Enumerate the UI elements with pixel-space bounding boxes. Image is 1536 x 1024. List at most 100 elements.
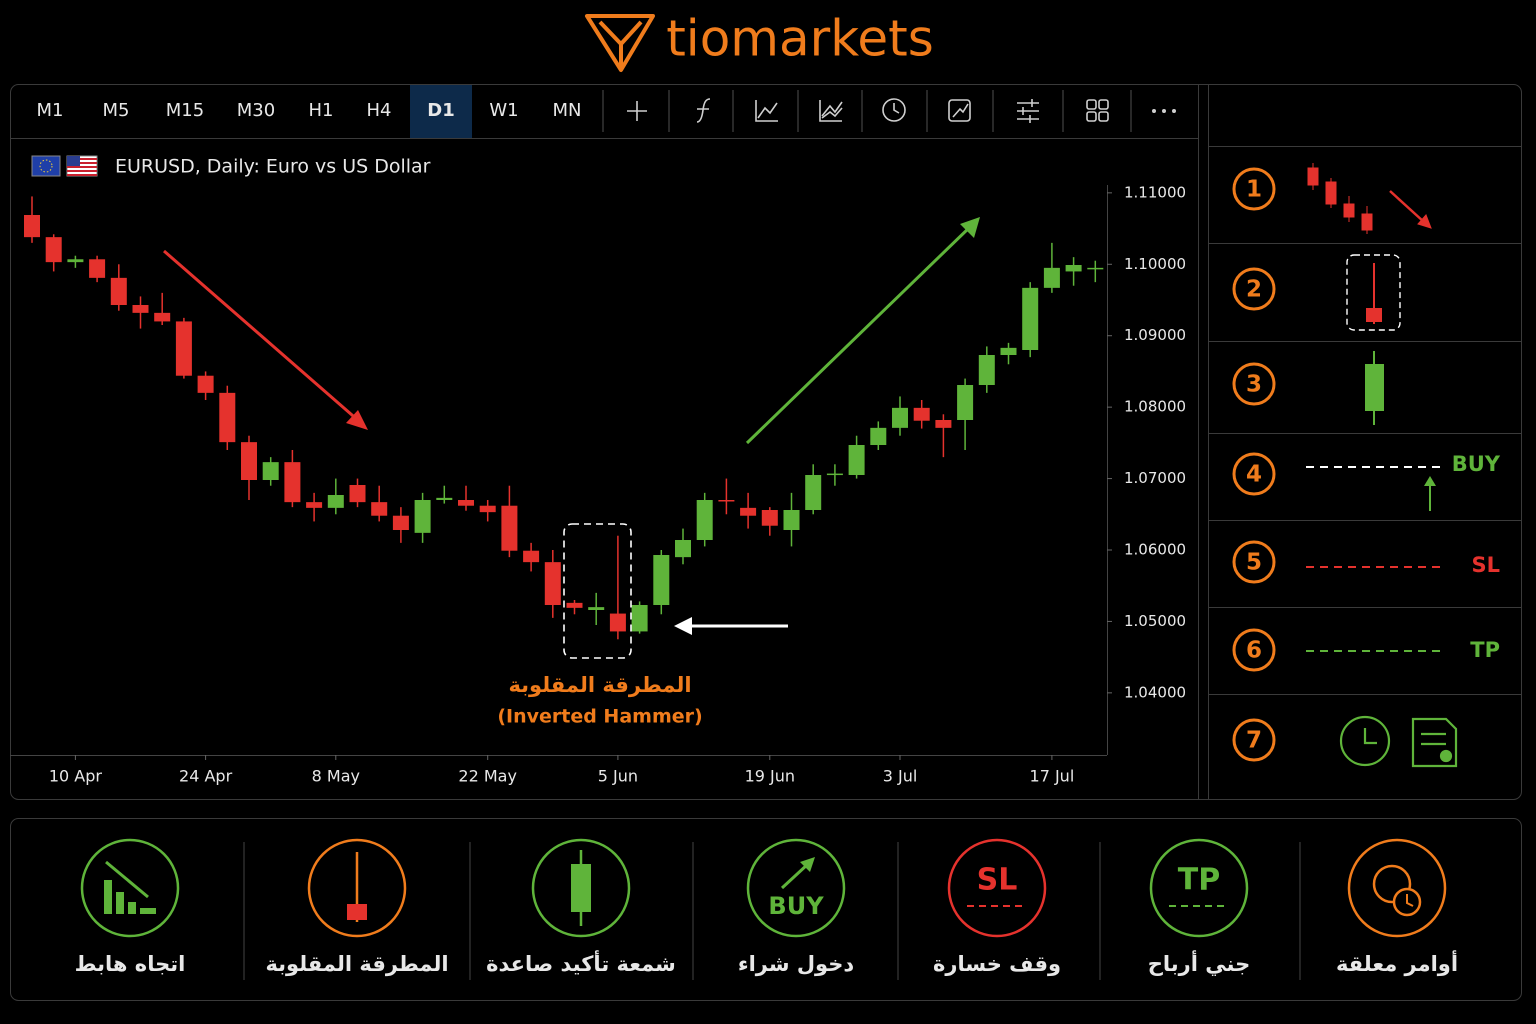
step-label: SL <box>1471 553 1500 577</box>
chart-title: EURUSD, Daily: Euro vs US Dollar <box>115 156 431 178</box>
candle-body <box>826 473 843 476</box>
icon-bar <box>116 892 124 914</box>
item-label: جني أرباح <box>1148 949 1250 976</box>
candle-body <box>241 442 257 480</box>
candle-body <box>783 510 800 530</box>
step-circle <box>1232 362 1276 406</box>
candle-body <box>696 500 713 540</box>
draw-icon[interactable] <box>948 99 971 122</box>
item-label: دخول شراء <box>738 952 854 976</box>
timeframe-button[interactable]: H4 <box>367 100 392 121</box>
candle-body <box>675 540 691 558</box>
us-stripes <box>67 158 97 176</box>
icon-circle[interactable] <box>1149 838 1249 938</box>
line-shape <box>1389 190 1425 223</box>
settings-icon[interactable] <box>1017 99 1039 123</box>
step-number: 5 <box>1246 550 1262 576</box>
rect-shape <box>67 158 97 160</box>
timeframe-button[interactable]: D1 <box>427 100 454 121</box>
icon-text: TP <box>1178 863 1220 898</box>
timeframe-button[interactable]: M15 <box>166 100 204 121</box>
bottom-bar: اتجاه هابط المطرقة المقلوبة شمعة تأكيد صاع… <box>75 838 1458 980</box>
annotation-text: المطرقة المقلوبة <box>508 673 691 697</box>
bottom-frame <box>10 818 1522 1001</box>
timeframe-button[interactable]: W1 <box>489 100 518 121</box>
annotations <box>163 217 980 659</box>
item-label: شمعة تأكيد صاعدة <box>486 949 676 976</box>
rect-shape <box>948 99 971 122</box>
step-label: TP <box>1470 638 1500 662</box>
step-number: 3 <box>1246 372 1262 398</box>
icon-body <box>571 864 591 912</box>
x-tick-label: 5 Jun <box>598 767 638 786</box>
icon-bar <box>140 908 156 914</box>
candle-body <box>935 420 952 428</box>
candle-body <box>544 562 561 605</box>
step-number: 2 <box>1246 277 1262 303</box>
mini-hammer <box>1346 254 1401 331</box>
candle-body <box>284 462 301 503</box>
mini-confirm <box>1365 351 1384 425</box>
icon-circle[interactable] <box>746 838 846 938</box>
x-tick-label: 19 Jun <box>745 767 795 786</box>
rect-shape <box>1343 203 1355 218</box>
clock-icon[interactable] <box>882 98 906 122</box>
candle-body <box>327 495 344 508</box>
icon-circle[interactable] <box>80 838 180 938</box>
y-tick-label: 1.07000 <box>1124 469 1186 487</box>
compare-icon[interactable] <box>819 100 843 122</box>
step-number: 7 <box>1246 728 1262 754</box>
step-label: BUY <box>1452 452 1501 476</box>
y-tick-label: 1.09000 <box>1124 326 1186 344</box>
candle-body <box>132 305 149 313</box>
candle-body <box>978 355 995 385</box>
rect-shape <box>1098 99 1109 110</box>
crosshair-icon[interactable] <box>627 101 647 121</box>
step-circle <box>1232 452 1276 496</box>
candle-body <box>306 502 323 508</box>
icon-arrow <box>780 862 810 890</box>
polyline-shape <box>757 102 778 119</box>
timeframe-button[interactable]: M5 <box>103 100 130 121</box>
timeframe-button[interactable]: M1 <box>37 100 64 121</box>
up-arrow-head <box>960 217 980 238</box>
logo-text: tiomarkets <box>666 10 934 68</box>
more-icon[interactable] <box>1152 109 1176 113</box>
indicator-icon[interactable] <box>755 100 778 122</box>
candle-body <box>392 515 409 530</box>
timeframe-button[interactable]: M30 <box>237 100 275 121</box>
rect-shape <box>67 170 97 172</box>
y-tick-label: 1.05000 <box>1124 612 1186 630</box>
x-tick-label: 8 May <box>312 767 360 786</box>
step-circle <box>1232 267 1276 311</box>
polyline-shape <box>821 101 843 117</box>
icon-circle[interactable] <box>531 838 631 938</box>
toolbar: M1 M5 M15 M30 H1 H4 D1 W1 MN <box>37 85 582 138</box>
icon-bar <box>104 880 112 914</box>
layout-icon[interactable] <box>1086 99 1109 122</box>
timeframe-button[interactable]: H1 <box>309 100 334 121</box>
down-arrow-head <box>346 410 368 430</box>
icon-circle[interactable] <box>947 838 1047 938</box>
x-tick-label: 3 Jul <box>883 767 918 786</box>
candle-body <box>761 510 778 526</box>
icon-clock <box>1372 864 1412 904</box>
icon-circle[interactable] <box>307 838 407 938</box>
timeframe-button[interactable]: MN <box>553 100 582 121</box>
chart-frame <box>10 84 1522 800</box>
candle-body <box>1087 267 1104 270</box>
y-tick-label: 1.10000 <box>1124 255 1186 273</box>
candle-body <box>848 445 865 475</box>
step-icons <box>1306 163 1458 768</box>
candle-body <box>566 602 583 608</box>
icon-bar <box>128 902 136 914</box>
candle-body <box>89 259 106 278</box>
rect-shape <box>1365 364 1384 411</box>
polyline-shape <box>755 100 778 122</box>
polyline-shape <box>952 103 969 118</box>
us-canton <box>67 156 80 166</box>
icon-circle[interactable] <box>1347 838 1447 938</box>
function-icon[interactable] <box>696 98 711 123</box>
